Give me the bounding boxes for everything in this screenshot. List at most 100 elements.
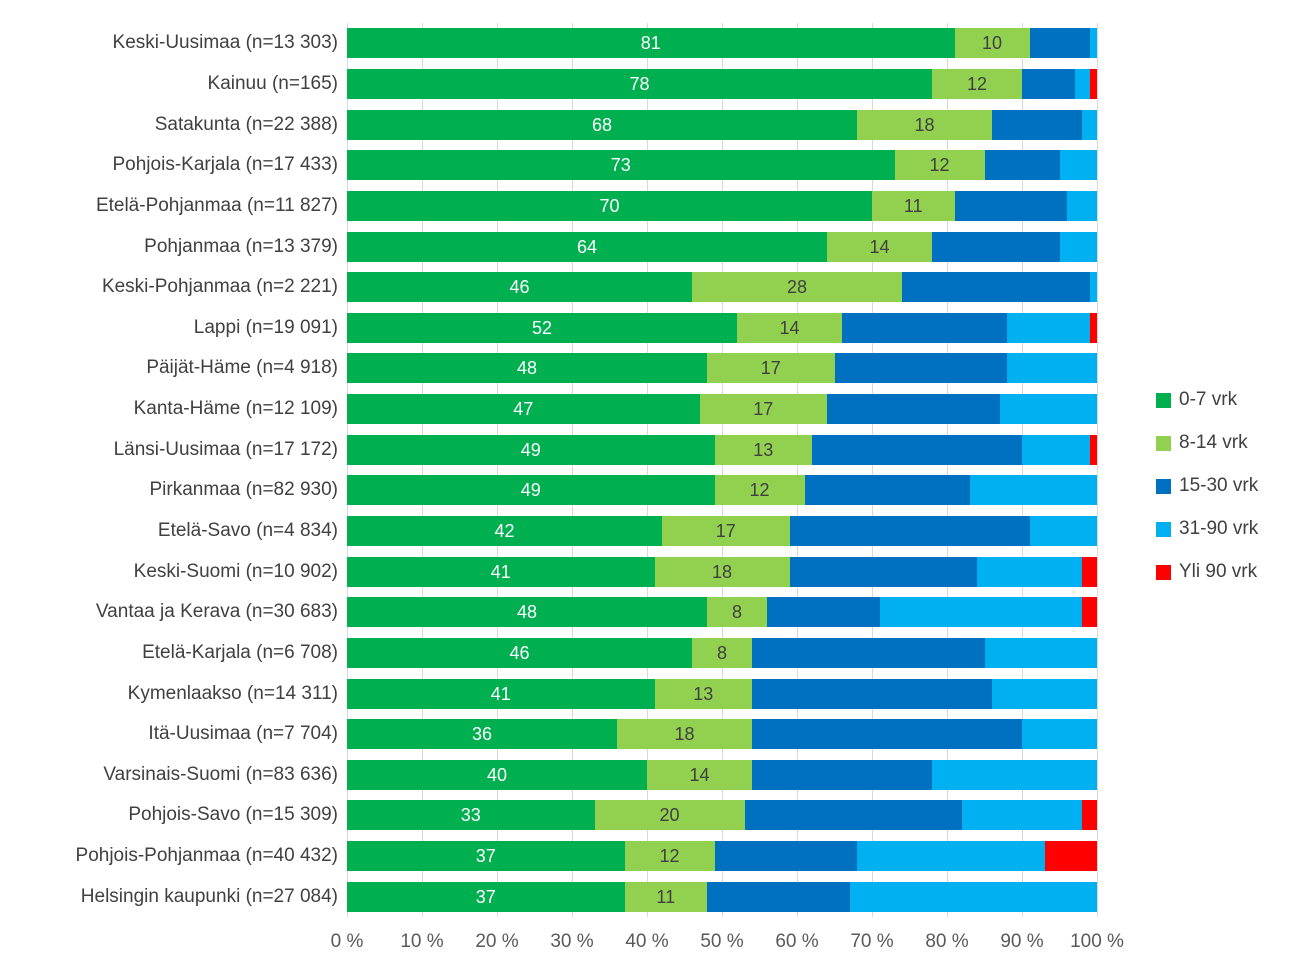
bar-value-label: 48 [516,358,538,379]
bar-value-label: 52 [531,317,553,338]
bar-segment-0-7-vrk: 52 [347,312,737,343]
bar-value-label: 8 [731,602,742,623]
bar-value-label: 10 [981,33,1003,54]
bar-segment-8-14-vrk: 20 [594,800,745,831]
bar-value-label: 17 [753,399,774,420]
bar-track: 78 12 [347,68,1097,99]
bar-value-label: 8 [716,642,727,663]
bar-segment-31-90-vrk [932,759,1097,790]
category-label: Lappi (n=19 091) [193,316,338,338]
bar-segment-0-7-vrk: 46 [347,637,692,668]
bar-segment-15-30-vrk [992,109,1082,140]
bar-segment-0-7-vrk: 47 [347,394,700,425]
x-axis: 0 % 10 % 20 % 30 % 40 % 50 % 60 % 70 % 80 % 90 % 1… [331,931,1124,961]
bar-value-label: 12 [929,155,950,176]
bar-value-label: 49 [520,480,541,501]
bar-value-label: 78 [629,73,650,94]
category-label: Satakunta (n=22 388) [154,113,338,135]
bar-segment-0-7-vrk: 37 [347,841,625,872]
legend: 0-7 vrk 8-14 vrk 15-30 vrk 31-90 vrk Yli 90 … [1156,389,1258,604]
bar-segment-8-14-vrk: 14 [827,231,932,262]
bar-segment-8-14-vrk: 10 [954,28,1030,59]
category-label: Pohjanmaa (n=13 379) [144,235,338,257]
bar-value-label: 12 [659,846,680,867]
bar-segment-8-14-vrk: 11 [872,190,955,221]
gridline [797,23,798,917]
bar-track: 36 18 [347,719,1097,750]
bar-segment-8-14-vrk: 12 [714,475,805,506]
bar-segment-15-30-vrk [834,353,1007,384]
bar-segment-31-90-vrk [1089,272,1097,303]
bar-segment-15-30-vrk [1022,68,1075,99]
legend-item: Yli 90 vrk [1156,561,1258,583]
legend-label: 15-30 vrk [1179,475,1259,496]
bar-value-label: 81 [640,33,661,54]
bar-segment-15-30-vrk [827,394,1000,425]
bar-value-label: 18 [914,114,935,135]
bar-segment-31-90-vrk [1022,434,1090,465]
gridline [947,23,948,917]
bar-segment-0-7-vrk: 41 [347,556,655,587]
bar-segment-yli-90-vrk [1089,434,1097,465]
category-label: Varsinais-Suomi (n=83 636) [103,763,338,785]
legend-item: 15-30 vrk [1156,475,1258,497]
gridline [1097,23,1098,917]
bar-value-label: 42 [494,520,515,541]
bar-track: 37 12 [347,841,1097,872]
bar-segment-8-14-vrk: 8 [707,597,767,628]
category-label: Päijät-Häme (n=4 918) [146,357,338,379]
bar-segment-15-30-vrk [932,231,1060,262]
bar-value-label: 37 [475,846,496,867]
bar-value-label: 41 [490,561,511,582]
x-axis-tick-label: 70 % [850,931,894,952]
x-axis-tick-label: 90 % [1000,931,1044,952]
x-axis-tick-label: 30 % [550,931,594,952]
bar-value-label: 40 [486,764,508,785]
bar-value-label: 46 [509,642,530,663]
bar-value-label: 49 [520,439,541,460]
bar-segment-15-30-vrk [752,719,1022,750]
legend-item: 8-14 vrk [1156,432,1258,454]
bar-value-label: 73 [610,155,631,176]
gridline [647,23,648,917]
bar-segment-0-7-vrk: 70 [347,190,872,221]
category-label: Kainuu (n=165) [207,72,338,94]
bar-track: 48 8 [347,597,1097,628]
x-axis-tick-label: 50 % [700,931,744,952]
bar-value-label: 70 [599,195,620,216]
bar-value-label: 18 [674,724,695,745]
bar-track: 46 8 [347,637,1097,668]
bar-segment-8-14-vrk: 13 [654,678,752,709]
bar-track: 52 14 [347,312,1097,343]
bar-segment-0-7-vrk: 81 [347,28,955,59]
bar-track: 70 11 [347,190,1097,221]
bar-segment-yli-90-vrk [1044,841,1097,872]
bar-segment-8-14-vrk: 18 [617,719,752,750]
legend-swatch-icon [1156,392,1171,408]
bar-segment-31-90-vrk [1074,68,1090,99]
gridline [1022,23,1023,917]
category-label: Keski-Uusimaa (n=13 303) [112,32,338,54]
category-label: Pohjois-Pohjanmaa (n=40 432) [75,845,338,867]
bar-segment-0-7-vrk: 78 [347,68,932,99]
gridline [497,23,498,917]
bar-segment-8-14-vrk: 14 [647,759,752,790]
legend-swatch-icon [1156,521,1171,537]
bar-track: 73 12 [347,150,1097,181]
bar-segment-8-14-vrk: 12 [932,68,1022,99]
gridline [872,23,873,917]
bar-segment-8-14-vrk: 17 [662,515,790,546]
bar-segment-15-30-vrk [789,515,1030,546]
bar-segment-8-14-vrk: 17 [699,394,827,425]
category-label: Etelä-Pohjanmaa (n=11 827) [95,194,338,216]
bar-value-label: 47 [513,399,534,420]
bar-segment-15-30-vrk [842,312,1007,343]
bar-track: 68 18 [347,109,1097,140]
bar-value-label: 13 [693,683,714,704]
bar-segment-8-14-vrk: 11 [624,881,707,912]
bar-value-label: 12 [966,73,988,94]
bar-segment-0-7-vrk: 68 [347,109,857,140]
bar-value-label: 28 [786,277,808,298]
category-label: Pirkanmaa (n=82 930) [149,479,338,501]
bar-segment-31-90-vrk [1007,312,1090,343]
